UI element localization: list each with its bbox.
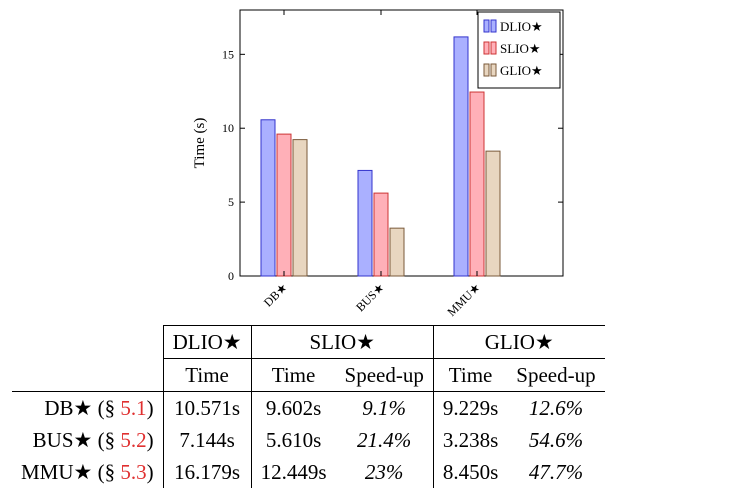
- legend: DLIO★ SLIO★ GLIO★: [477, 11, 561, 89]
- subheader: Speed-up: [507, 358, 605, 392]
- group-header-dlio: DLIO★: [162, 325, 252, 359]
- cell-slio-time: 12.449s: [250, 456, 336, 488]
- bar-slio-0: [276, 133, 292, 277]
- y-tick-label: 0: [228, 269, 234, 283]
- y-tick-label: 15: [222, 47, 234, 61]
- bar-dlio-2: [453, 36, 469, 277]
- cell-slio-time: 9.602s: [250, 391, 336, 424]
- results-table: DLIO★ SLIO★ GLIO★ Time Time Speed-up Tim…: [12, 325, 605, 488]
- cell-slio-speedup: 21.4%: [357, 427, 412, 452]
- legend-swatch: [490, 63, 497, 77]
- row-label: BUS★ (§ 5.2): [32, 427, 154, 452]
- bar-chart: 0 5 10 15 Time (s) DB★ BUS★ MMU★ DLIO★ SLIO★ GL…: [192, 9, 564, 319]
- table-corner-sub: [12, 358, 164, 392]
- cell-slio-speedup: 9.1%: [362, 395, 407, 420]
- cell-glio-speedup: 54.6%: [528, 427, 584, 452]
- cell-glio-time: 3.238s: [432, 424, 508, 456]
- cell-slio-time: 5.610s: [250, 424, 336, 456]
- cell-dlio-time: 10.571s: [162, 391, 252, 424]
- benchmark-name: DB★: [44, 395, 93, 420]
- legend-swatch: [483, 19, 490, 33]
- legend-swatch: [483, 63, 490, 77]
- section-ref-link[interactable]: 5.3: [120, 459, 147, 484]
- cell-slio-speedup: 23%: [364, 459, 404, 484]
- bars: [260, 36, 501, 277]
- table-row: BUS★ (§ 5.2) 7.144s 5.610s 21.4% 3.238s …: [12, 424, 605, 456]
- cell-dlio-time: 7.144s: [162, 424, 252, 456]
- subheader: Time: [162, 358, 252, 392]
- cell-dlio-time: 16.179s: [162, 456, 252, 488]
- y-tick-label: 5: [228, 195, 234, 209]
- table-row: DB★ (§ 5.1) 10.571s 9.602s 9.1% 9.229s 1…: [12, 391, 605, 424]
- benchmark-name: BUS★: [32, 427, 93, 452]
- cell-glio-time: 9.229s: [432, 391, 508, 424]
- legend-label: DLIO★: [500, 19, 543, 34]
- legend-swatch: [490, 19, 497, 33]
- bar-dlio-0: [260, 119, 276, 277]
- cell-glio-speedup: 12.6%: [528, 395, 584, 420]
- bar-glio-1: [389, 227, 405, 277]
- group-header-slio: SLIO★: [250, 325, 434, 359]
- subheader: Time: [250, 358, 336, 392]
- y-tick-label: 10: [222, 121, 234, 135]
- legend-swatch: [483, 41, 490, 55]
- legend-label: SLIO★: [500, 41, 541, 56]
- legend-swatch: [490, 41, 497, 55]
- y-axis-label: Time (s): [192, 118, 208, 169]
- x-tick-label: BUS★: [353, 280, 387, 314]
- subheader: Speed-up: [335, 358, 434, 392]
- legend-label: GLIO★: [500, 63, 543, 78]
- row-label: MMU★ (§ 5.3): [21, 459, 154, 484]
- bar-slio-1: [373, 192, 389, 277]
- cell-glio-time: 8.450s: [432, 456, 508, 488]
- bar-dlio-1: [357, 169, 373, 277]
- bar-glio-0: [292, 139, 308, 277]
- x-tick-label: MMU★: [444, 280, 483, 319]
- benchmark-name: MMU★: [21, 459, 93, 484]
- bar-glio-2: [485, 150, 501, 277]
- section-ref-link[interactable]: 5.2: [120, 427, 147, 452]
- group-header-glio: GLIO★: [432, 325, 605, 359]
- subheader: Time: [432, 358, 508, 392]
- x-tick-label: DB★: [261, 280, 290, 309]
- cell-glio-speedup: 47.7%: [528, 459, 584, 484]
- section-ref-link[interactable]: 5.1: [120, 395, 147, 420]
- table-row: MMU★ (§ 5.3) 16.179s 12.449s 23% 8.450s …: [12, 456, 605, 488]
- table-corner: [12, 326, 163, 359]
- bar-slio-2: [469, 91, 485, 277]
- row-label: DB★ (§ 5.1): [44, 395, 154, 420]
